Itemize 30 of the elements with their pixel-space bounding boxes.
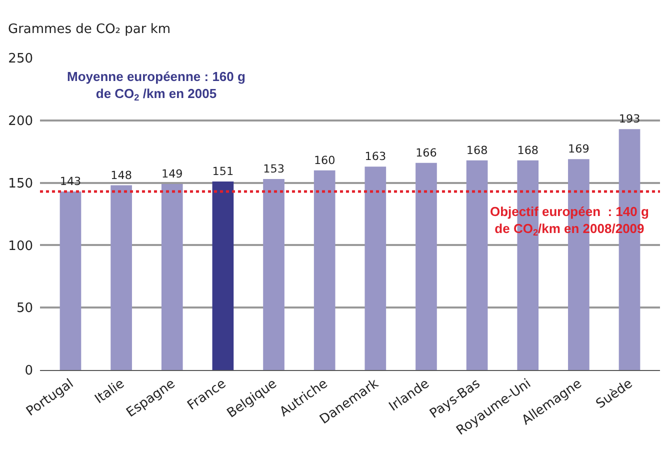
data-label: 168 [517, 144, 539, 157]
data-label: 148 [110, 168, 132, 182]
bar [110, 185, 132, 370]
bar [60, 192, 82, 370]
y-tick-label: 0 [24, 364, 33, 379]
y-axis-title: Grammes de CO₂ par km [8, 22, 171, 37]
bar [161, 184, 183, 370]
y-tick-label: 50 [16, 301, 33, 316]
data-label: 163 [364, 150, 386, 164]
bar [416, 162, 437, 370]
bar [314, 170, 336, 370]
data-label: 151 [212, 165, 234, 178]
y-tick-label: 200 [8, 114, 33, 129]
x-tick-label: Italie [92, 376, 128, 408]
data-label: 149 [161, 168, 183, 181]
data-label: 193 [618, 112, 640, 126]
data-label: 169 [568, 142, 590, 156]
data-label: 168 [466, 144, 488, 157]
bar [364, 166, 386, 370]
y-tick-label: 100 [8, 238, 33, 254]
bar [466, 160, 488, 370]
data-label: 153 [263, 162, 284, 176]
bar [263, 179, 284, 370]
data-label: 166 [416, 146, 437, 160]
bar [212, 182, 234, 370]
annotation: Moyenne européenne : 160 g de CO$_{2}$ /km en 2005 [67, 69, 246, 103]
y-tick-label: 250 [8, 52, 33, 67]
y-tick-label: 150 [8, 176, 33, 192]
data-label: 143 [60, 175, 82, 188]
data-label: 160 [314, 154, 336, 167]
